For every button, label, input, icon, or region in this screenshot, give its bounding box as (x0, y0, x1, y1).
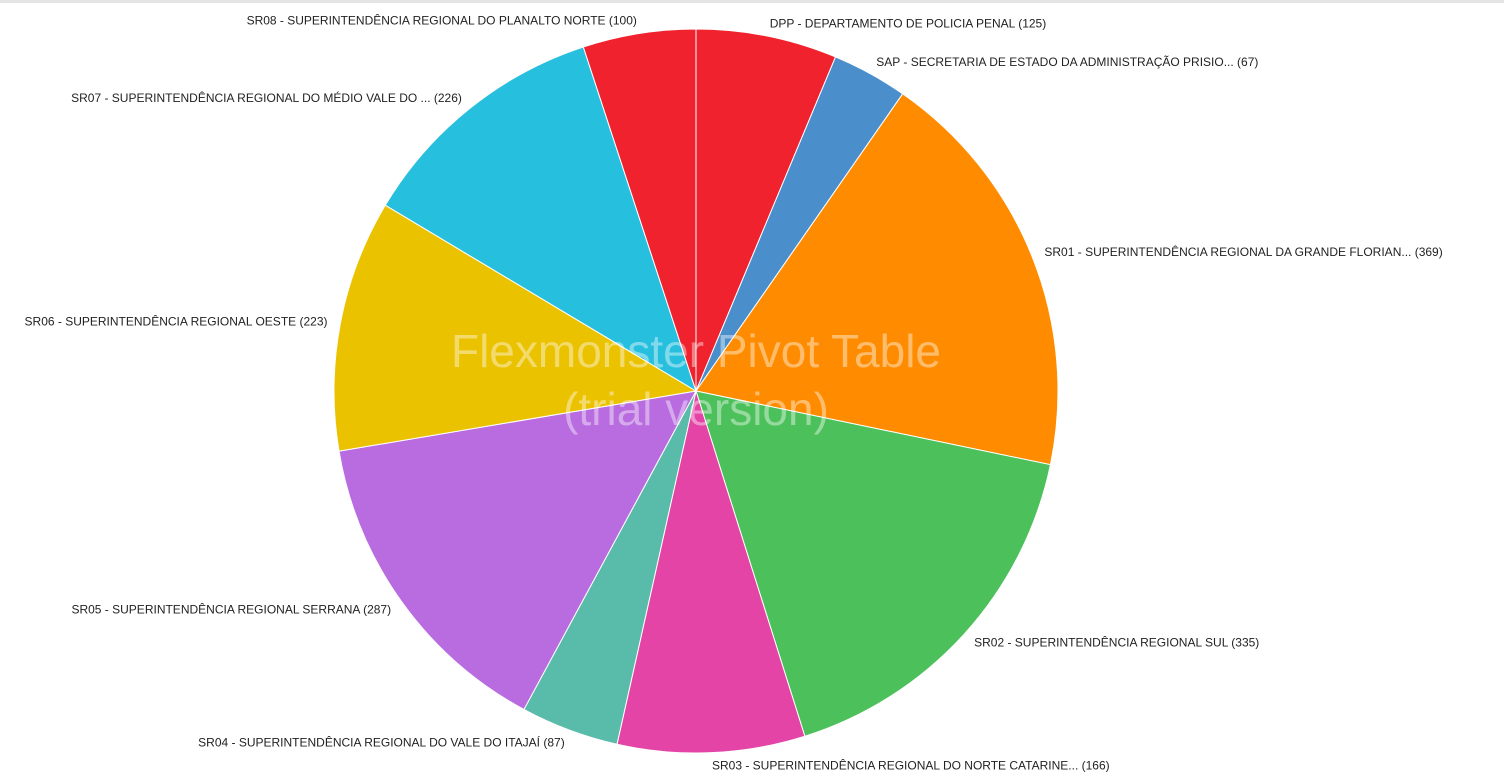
pie-labels: DPP - DEPARTAMENTO DE POLICIA PENAL (125… (25, 13, 1443, 773)
pie-slice[interactable] (384, 46, 697, 393)
pie-slice[interactable] (582, 28, 697, 392)
slice-label: SR07 - SUPERINTENDÊNCIA REGIONAL DO MÉDI… (71, 90, 462, 105)
pie-slice[interactable] (695, 28, 837, 392)
slice-label: SAP - SECRETARIA DE ESTADO DA ADMINISTRA… (876, 55, 1258, 69)
slice-label: SR03 - SUPERINTENDÊNCIA REGIONAL DO NORT… (712, 758, 1110, 773)
pie-slice[interactable] (695, 93, 1059, 466)
top-border (0, 0, 1504, 3)
pie-slice[interactable] (333, 204, 698, 452)
pie-slice[interactable] (338, 390, 697, 711)
slice-label: SR08 - SUPERINTENDÊNCIA REGIONAL DO PLAN… (247, 13, 637, 28)
slice-label: SR01 - SUPERINTENDÊNCIA REGIONAL DA GRAN… (1044, 244, 1442, 259)
pie-slice[interactable] (695, 390, 1052, 737)
slice-label: SR05 - SUPERINTENDÊNCIA REGIONAL SERRANA… (71, 601, 391, 616)
slice-label: DPP - DEPARTAMENTO DE POLICIA PENAL (125… (770, 16, 1047, 30)
pie-slices (333, 28, 1059, 754)
pie-slice[interactable] (616, 389, 806, 754)
slice-label: SR04 - SUPERINTENDÊNCIA REGIONAL DO VALE… (198, 734, 565, 749)
slice-label: SR06 - SUPERINTENDÊNCIA REGIONAL OESTE (… (25, 314, 328, 329)
slice-label: SR02 - SUPERINTENDÊNCIA REGIONAL SUL (33… (974, 635, 1259, 650)
